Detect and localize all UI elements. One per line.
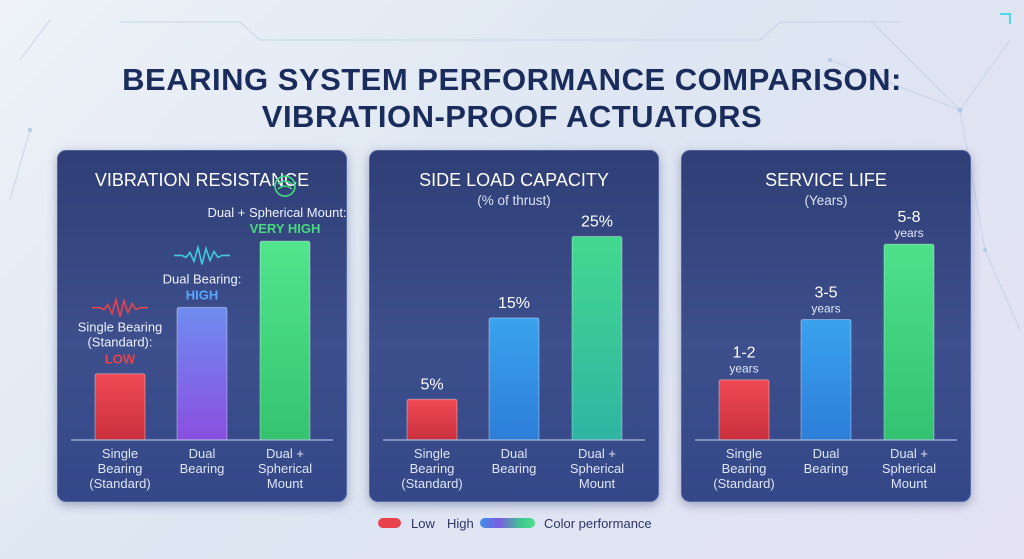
bar (94, 373, 146, 441)
bar-annotation-name: Dual + Spherical Mount: (207, 205, 346, 220)
bar (883, 243, 935, 441)
vibration-wave-high-icon (174, 244, 230, 265)
x-tick-label: Bearing (722, 461, 767, 476)
x-tick-label: Single (102, 446, 138, 461)
x-tick-label: Dual (501, 446, 528, 461)
bar (176, 306, 228, 441)
bar-unit-label: years (729, 362, 758, 376)
bar-unit-label: years (894, 226, 923, 240)
legend-low-label: Low (411, 516, 435, 531)
bar-value-label: 5% (420, 376, 443, 393)
bar (718, 379, 770, 441)
x-tick-label: Spherical (258, 461, 312, 476)
x-tick-label: Dual (813, 446, 840, 461)
bar-value-label: 5-8 (897, 209, 920, 226)
side-load-capacity-chart: SIDE LOAD CAPACITY(% of thrust)SingleBea… (383, 170, 645, 491)
bar-value-label: VERY HIGH (250, 221, 321, 236)
vibration-resistance-panel: VIBRATION RESISTANCE Single Bearing (Standa… (57, 150, 347, 502)
bar-value-label: 1-2 (732, 345, 755, 362)
x-tick-label: Spherical (882, 461, 936, 476)
chart-subtitle: (Years) (804, 193, 847, 208)
bar (259, 240, 311, 441)
service-life-chart: SERVICE LIFE(Years)SingleBearing(Standar… (695, 170, 957, 491)
vibration-wave-low-icon (92, 296, 148, 317)
x-tick-label: Mount (579, 476, 616, 491)
x-tick-label: Mount (267, 476, 304, 491)
x-tick-label: Mount (891, 476, 928, 491)
x-tick-label: Bearing (180, 461, 225, 476)
x-tick-label: Single (414, 446, 450, 461)
x-tick-label: Bearing (804, 461, 849, 476)
page-title-line-1: BEARING SYSTEM PERFORMANCE COMPARISON: (122, 62, 902, 97)
bar (488, 317, 540, 441)
bar-value-label: 15% (498, 295, 530, 312)
x-tick-label: (Standard) (401, 476, 462, 491)
legend-description: Color performance (544, 516, 652, 531)
chart-title: VIBRATION RESISTANCE (95, 170, 309, 190)
bar-value-label: 3-5 (814, 284, 837, 301)
bar (571, 235, 623, 441)
bar-annotation-name: Single Bearing (78, 320, 163, 335)
x-tick-label: Bearing (410, 461, 455, 476)
x-tick-label: Bearing (98, 461, 143, 476)
legend-gradient-swatch (480, 518, 535, 528)
x-tick-label: Spherical (570, 461, 624, 476)
bar (800, 318, 852, 441)
bar-value-label: HIGH (186, 287, 219, 302)
bar-value-label: LOW (105, 352, 136, 367)
page-title-line-2: VIBRATION-PROOF ACTUATORS (261, 99, 763, 134)
chart-title: SIDE LOAD CAPACITY (419, 170, 609, 190)
legend-high-label: High (447, 516, 474, 531)
chart-title: SERVICE LIFE (765, 170, 887, 190)
x-tick-label: Single (726, 446, 762, 461)
x-tick-label: Dual + (890, 446, 928, 461)
bar-value-label: 25% (581, 213, 613, 230)
x-tick-label: Bearing (492, 461, 537, 476)
x-tick-label: Dual + (578, 446, 616, 461)
bar-unit-label: years (811, 301, 840, 315)
chart-subtitle: (% of thrust) (477, 193, 551, 208)
side-load-capacity-panel: SIDE LOAD CAPACITY (% of thrust) Single Bea… (369, 150, 659, 502)
bar-annotation-name: (Standard): (87, 335, 152, 350)
x-tick-label: (Standard) (89, 476, 150, 491)
x-tick-label: Dual (189, 446, 216, 461)
x-tick-label: (Standard) (713, 476, 774, 491)
legend-low-swatch (378, 518, 401, 528)
bar (406, 398, 458, 441)
service-life-panel: SERVICE LIFE (Years) Single Bearing (Standar… (681, 150, 971, 502)
spherical-damping-icon (274, 175, 296, 197)
vibration-resistance-chart: VIBRATION RESISTANCESingleBearing(Standa… (71, 170, 347, 491)
x-tick-label: Dual + (266, 446, 304, 461)
bar-annotation-name: Dual Bearing: (163, 271, 242, 286)
